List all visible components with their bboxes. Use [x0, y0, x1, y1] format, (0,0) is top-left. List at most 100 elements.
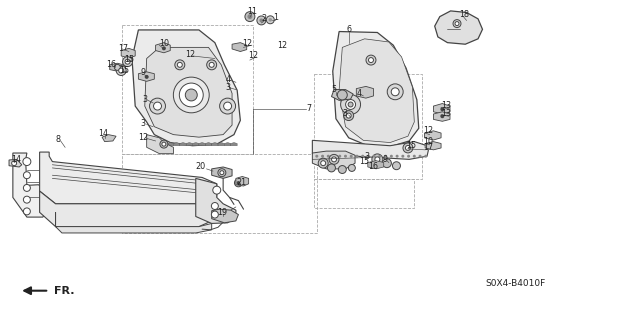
- Circle shape: [348, 164, 355, 172]
- Polygon shape: [154, 142, 161, 146]
- Circle shape: [396, 155, 399, 158]
- Circle shape: [179, 83, 204, 107]
- Polygon shape: [186, 142, 193, 146]
- Circle shape: [24, 172, 30, 179]
- Circle shape: [340, 95, 360, 114]
- Text: 11: 11: [247, 7, 257, 16]
- Circle shape: [24, 184, 30, 191]
- Text: 7: 7: [306, 104, 311, 113]
- Polygon shape: [13, 153, 49, 217]
- Circle shape: [321, 161, 326, 166]
- Text: 10: 10: [423, 137, 433, 146]
- Text: 12: 12: [243, 39, 252, 48]
- Polygon shape: [145, 47, 232, 137]
- Circle shape: [329, 155, 339, 164]
- Circle shape: [123, 57, 132, 67]
- Polygon shape: [424, 131, 441, 140]
- Polygon shape: [339, 39, 414, 142]
- Circle shape: [175, 60, 185, 70]
- Circle shape: [318, 158, 328, 168]
- Text: 13: 13: [441, 108, 451, 117]
- Circle shape: [344, 155, 347, 158]
- Polygon shape: [109, 63, 124, 71]
- Text: 14: 14: [11, 155, 21, 164]
- Text: 18: 18: [459, 10, 469, 19]
- Circle shape: [209, 62, 214, 67]
- Circle shape: [346, 113, 351, 118]
- Circle shape: [440, 114, 444, 118]
- Text: 17: 17: [118, 44, 128, 53]
- Circle shape: [145, 75, 148, 79]
- Polygon shape: [212, 142, 218, 146]
- Polygon shape: [212, 167, 232, 178]
- Circle shape: [321, 155, 324, 158]
- Circle shape: [339, 165, 346, 173]
- Circle shape: [424, 155, 428, 158]
- Circle shape: [211, 211, 218, 218]
- Circle shape: [327, 155, 330, 158]
- Text: 21: 21: [236, 178, 246, 187]
- Text: 8: 8: [55, 135, 60, 144]
- Polygon shape: [368, 161, 384, 169]
- Polygon shape: [435, 11, 483, 44]
- Text: 15: 15: [119, 66, 129, 75]
- Text: 4: 4: [226, 75, 230, 84]
- Circle shape: [440, 107, 444, 111]
- Circle shape: [355, 155, 358, 158]
- Circle shape: [328, 164, 335, 172]
- Polygon shape: [102, 135, 116, 142]
- Circle shape: [316, 155, 318, 158]
- Polygon shape: [196, 178, 236, 223]
- Circle shape: [220, 171, 224, 175]
- Polygon shape: [199, 142, 205, 146]
- Polygon shape: [236, 177, 248, 186]
- Circle shape: [257, 16, 266, 25]
- Text: 3: 3: [140, 119, 145, 128]
- Circle shape: [372, 155, 376, 158]
- Circle shape: [154, 102, 161, 110]
- Circle shape: [372, 154, 383, 165]
- Polygon shape: [433, 112, 450, 121]
- Circle shape: [455, 22, 459, 26]
- Polygon shape: [332, 90, 353, 100]
- Polygon shape: [425, 142, 441, 150]
- Text: 16: 16: [368, 162, 378, 171]
- Circle shape: [125, 59, 130, 64]
- Circle shape: [337, 90, 348, 100]
- Polygon shape: [148, 142, 154, 146]
- Circle shape: [383, 159, 392, 168]
- Text: 6: 6: [346, 25, 351, 34]
- Circle shape: [186, 89, 197, 101]
- Text: 16: 16: [106, 60, 116, 69]
- Text: 12: 12: [276, 41, 287, 50]
- Circle shape: [12, 161, 17, 166]
- Polygon shape: [40, 152, 217, 204]
- Polygon shape: [333, 32, 419, 147]
- Polygon shape: [132, 30, 241, 146]
- Text: 9: 9: [383, 155, 388, 164]
- Text: 9: 9: [140, 68, 145, 77]
- Circle shape: [332, 157, 337, 162]
- Circle shape: [392, 162, 401, 170]
- Circle shape: [349, 155, 353, 158]
- Circle shape: [245, 12, 255, 21]
- Circle shape: [406, 146, 410, 150]
- Polygon shape: [156, 43, 170, 53]
- Circle shape: [453, 20, 461, 28]
- Circle shape: [269, 18, 272, 21]
- Text: 15: 15: [406, 141, 416, 150]
- Text: 12: 12: [185, 50, 195, 59]
- Circle shape: [259, 19, 264, 22]
- Circle shape: [177, 62, 182, 67]
- Text: FR.: FR.: [54, 286, 74, 296]
- Polygon shape: [433, 104, 450, 114]
- Text: 3: 3: [226, 83, 230, 92]
- Polygon shape: [225, 142, 231, 146]
- Circle shape: [220, 98, 236, 114]
- Polygon shape: [121, 48, 135, 58]
- Circle shape: [344, 111, 354, 121]
- Circle shape: [384, 155, 387, 158]
- Circle shape: [367, 155, 370, 158]
- Text: S0X4-B4010F: S0X4-B4010F: [486, 279, 546, 288]
- Polygon shape: [138, 72, 154, 81]
